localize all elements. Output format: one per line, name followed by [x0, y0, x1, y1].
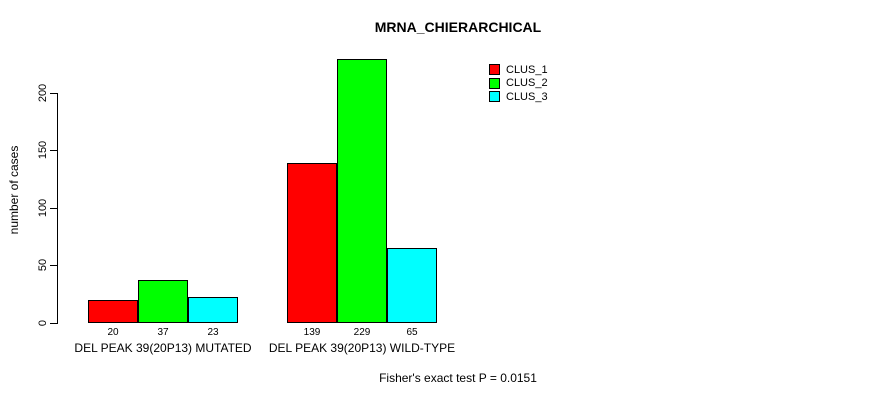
- legend: CLUS_1 CLUS_2 CLUS_3: [489, 63, 548, 104]
- legend-swatch: [489, 64, 500, 76]
- y-axis-label: number of cases: [7, 145, 21, 235]
- y-axis-tick-label: 0: [37, 319, 49, 327]
- bar-value-label: 20: [107, 327, 119, 338]
- bar-value-label: 37: [157, 327, 169, 338]
- x-axis-category-label: DEL PEAK 39(20P13) WILD-TYPE: [268, 341, 456, 355]
- x-axis-category-label: DEL PEAK 39(20P13) MUTATED: [74, 341, 252, 355]
- y-axis-tick-label: 50: [37, 259, 49, 272]
- chart-title: MRNA_CHIERARCHICAL: [374, 19, 542, 35]
- y-axis-line: [57, 92, 58, 324]
- bar-value-label: 23: [207, 327, 219, 338]
- legend-label: CLUS_1: [506, 63, 548, 76]
- bar: [88, 299, 138, 323]
- legend-swatch: [489, 91, 500, 103]
- annotation-text: Fisher's exact test P = 0.0151: [379, 371, 537, 385]
- y-axis-tick-label: 150: [37, 141, 49, 160]
- legend-item: CLUS_3: [489, 90, 548, 104]
- bar: [188, 296, 238, 323]
- legend-label: CLUS_2: [506, 77, 548, 90]
- bar: [337, 59, 387, 323]
- bar-value-label: 139: [303, 327, 321, 338]
- y-axis-tick-label: 100: [37, 198, 49, 218]
- legend-item: CLUS_2: [489, 77, 548, 91]
- legend-label: CLUS_3: [506, 90, 548, 103]
- y-axis-tick: [50, 265, 57, 267]
- y-axis-tick: [50, 207, 57, 209]
- y-axis-tick: [50, 150, 57, 152]
- bar: [138, 280, 188, 323]
- bar: [387, 248, 437, 323]
- y-axis-tick: [50, 323, 57, 324]
- y-axis-tick: [50, 92, 57, 94]
- bar-value-label: 65: [406, 327, 418, 338]
- bar-value-label: 229: [353, 327, 371, 338]
- legend-item: CLUS_1: [489, 63, 548, 77]
- legend-swatch: [489, 77, 500, 89]
- y-axis-tick-label: 200: [37, 83, 49, 102]
- bar: [287, 162, 337, 323]
